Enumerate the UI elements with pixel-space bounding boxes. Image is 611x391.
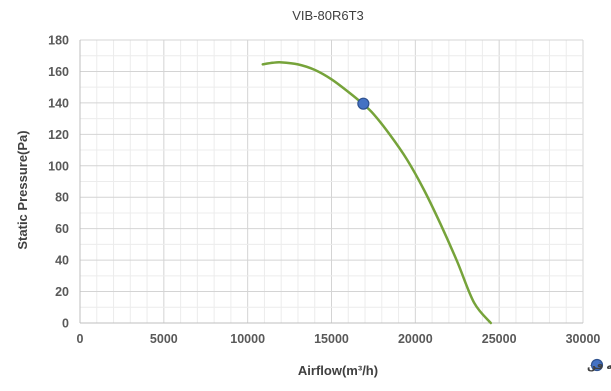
chart-title: VIB-80R6T3 (292, 8, 364, 23)
x-axis-label: Airflow(m³/h) (298, 363, 378, 378)
optimal-operating-point (357, 97, 370, 110)
tick-labels: 0 5000 10000 15000 20000 25000 30000 0 20 40 60 80 1… (48, 34, 600, 347)
x-tick-label: 10000 (230, 332, 265, 346)
y-tick-label: 180 (48, 34, 69, 48)
point-layer (357, 97, 370, 110)
series-line (261, 60, 493, 325)
y-tick-label: 40 (55, 254, 69, 268)
y-tick-label: 0 (62, 317, 69, 331)
y-tick-label: 60 (55, 222, 69, 236)
legend: نقطه عملکرد بهینه فن (587, 358, 611, 372)
y-axis-label: Static Pressure(Pa) (15, 130, 30, 249)
y-tick-label: 160 (48, 65, 69, 79)
series-layer (261, 60, 493, 325)
x-tick-label: 5000 (150, 332, 178, 346)
legend-label: نقطه عملکرد بهینه فن (587, 360, 611, 372)
x-tick-label: 25000 (482, 332, 517, 346)
y-tick-label: 80 (55, 191, 69, 205)
axes (79, 40, 583, 324)
y-tick-label: 120 (48, 128, 69, 142)
x-tick-label: 0 (77, 332, 84, 346)
x-tick-label: 20000 (398, 332, 433, 346)
x-tick-label: 15000 (314, 332, 349, 346)
y-tick-label: 140 (48, 96, 69, 110)
legend-marker (590, 358, 604, 372)
y-tick-label: 100 (48, 159, 69, 173)
y-tick-label: 20 (55, 285, 69, 299)
x-tick-label: 30000 (566, 332, 601, 346)
grid (79, 39, 584, 324)
